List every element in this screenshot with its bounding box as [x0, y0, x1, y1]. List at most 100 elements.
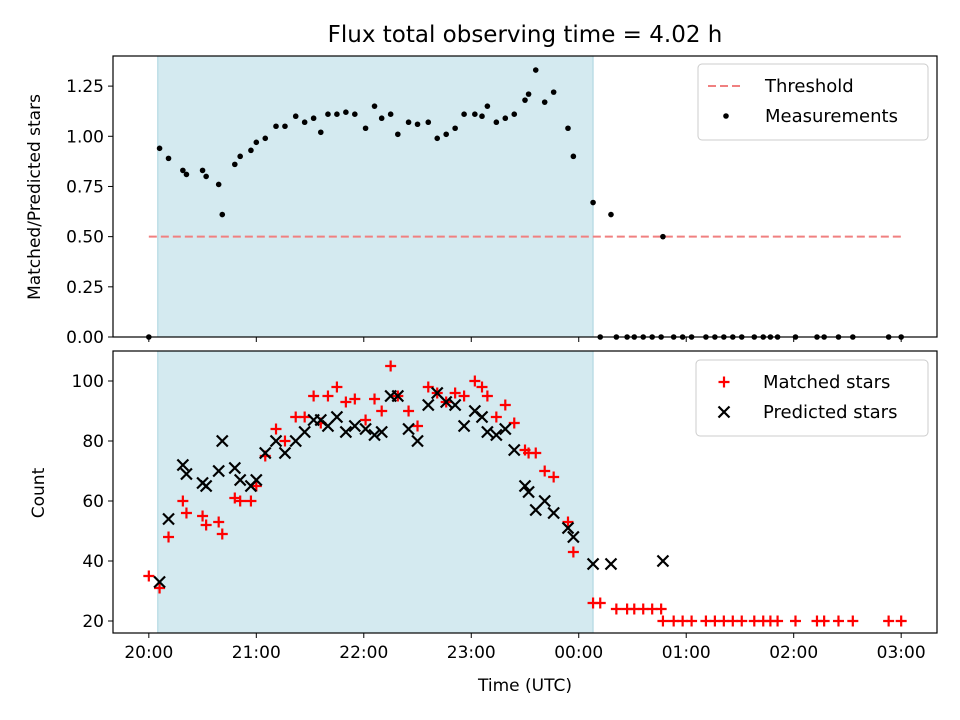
bottom-data-point	[339, 425, 353, 439]
top-data-point	[253, 139, 260, 146]
top-data-point	[479, 113, 485, 120]
bottom-data-point	[538, 494, 551, 508]
top-data-point	[180, 167, 186, 174]
top-data-point	[362, 125, 369, 132]
bottom-panel: 20 40 60 80 100 20:00 21:00 22:00 23:00 00:00 01:0…	[72, 350, 938, 663]
bottom-x-tick-label: 20:00	[124, 643, 173, 663]
bottom-data-point	[736, 615, 748, 627]
bottom-legend-swatch	[718, 376, 730, 388]
top-legend-box	[697, 63, 929, 141]
bottom-data-point	[448, 398, 462, 412]
bottom-data-point	[789, 615, 801, 627]
bottom-y-tick-label: 20	[82, 612, 104, 632]
bottom-data-point	[507, 443, 521, 457]
top-data-point	[273, 123, 279, 130]
bottom-axes-frame	[112, 350, 938, 634]
top-data-point	[301, 119, 308, 126]
bottom-data-point	[143, 570, 155, 582]
top-y-tick-label: 0.50	[66, 228, 104, 248]
bottom-data-point	[895, 615, 907, 627]
top-data-point	[325, 111, 331, 118]
top-data-point	[282, 123, 288, 130]
top-data-point	[395, 131, 401, 138]
top-data-point	[237, 153, 243, 160]
bottom-data-point	[368, 428, 381, 442]
bottom-data-point	[422, 381, 434, 393]
bottom-series	[153, 386, 670, 589]
bottom-data-point	[499, 422, 512, 436]
bottom-x-tick-label: 02:00	[769, 643, 818, 663]
top-data-point	[203, 173, 209, 180]
top-data-point	[532, 67, 539, 73]
top-data-point	[232, 161, 238, 168]
bottom-data-point	[308, 390, 320, 402]
bottom-data-point	[212, 464, 225, 478]
top-data-point	[371, 103, 378, 109]
top-data-point	[541, 99, 548, 105]
bottom-data-point	[594, 597, 606, 609]
top-data-point	[493, 119, 500, 126]
bottom-data-point	[269, 434, 283, 448]
bottom-data-point	[686, 615, 698, 627]
bottom-data-point	[330, 410, 344, 424]
bottom-data-point	[449, 387, 461, 399]
top-data-point	[434, 135, 441, 142]
bottom-data-point	[818, 615, 830, 627]
bottom-legend-label: Predicted stars	[763, 402, 897, 423]
bottom-data-point	[655, 603, 667, 615]
bottom-data-point	[508, 417, 520, 429]
bottom-data-point	[331, 381, 343, 393]
bottom-data-point	[411, 434, 424, 448]
bottom-data-point	[847, 615, 859, 627]
bottom-y-tick-label: 60	[82, 492, 104, 512]
top-axes-frame	[112, 55, 938, 338]
top-y-axis-title: Matched/Predicted stars	[25, 94, 45, 300]
top-data-point	[452, 125, 458, 132]
bottom-data-point	[376, 405, 388, 417]
bottom-data-point	[610, 603, 622, 615]
bottom-data-point	[215, 434, 229, 448]
bottom-data-point	[562, 516, 574, 528]
bottom-x-tick-label: 00:00	[554, 643, 603, 663]
bottom-data-point	[369, 393, 381, 405]
top-y-tick-label: 0.00	[66, 328, 104, 348]
bottom-data-point	[403, 405, 415, 417]
top-data-point	[525, 91, 532, 97]
bottom-data-point	[250, 480, 262, 492]
bottom-x-tick-label: 03:00	[877, 643, 926, 663]
top-legend-swatch	[723, 113, 729, 119]
bottom-data-point	[832, 615, 844, 627]
bottom-data-point	[657, 615, 669, 627]
top-data-point	[565, 125, 571, 132]
bottom-data-point	[883, 615, 895, 627]
bottom-data-point	[322, 390, 334, 402]
bottom-data-point	[385, 360, 397, 372]
top-data-point	[165, 155, 172, 162]
bottom-data-point	[522, 485, 535, 499]
bottom-data-point	[245, 495, 257, 507]
top-data-point	[511, 111, 518, 118]
top-data-point	[405, 119, 412, 126]
top-y-tick-label: 1.25	[66, 77, 104, 97]
top-data-point	[343, 109, 349, 115]
bottom-data-point	[586, 557, 600, 571]
top-data-point	[378, 115, 385, 122]
bottom-y-tick-label: 40	[82, 552, 104, 572]
top-data-point	[484, 103, 491, 109]
bottom-x-tick-label: 01:00	[662, 643, 711, 663]
bottom-data-point	[360, 414, 372, 426]
bottom-x-tick-label: 23:00	[447, 643, 496, 663]
bottom-data-point	[299, 411, 311, 423]
bottom-data-point	[153, 575, 166, 589]
bottom-data-point	[216, 528, 228, 540]
bottom-y-tick-label: 80	[82, 432, 104, 452]
bottom-data-point	[469, 375, 481, 387]
bottom-data-point	[298, 425, 311, 439]
top-data-point	[310, 115, 317, 122]
bottom-data-point	[530, 447, 542, 459]
bottom-legend-label: Matched stars	[763, 372, 890, 393]
bottom-data-point	[250, 473, 263, 487]
bottom-data-point	[349, 393, 361, 405]
bottom-data-point	[278, 446, 292, 460]
top-data-point	[156, 145, 163, 152]
